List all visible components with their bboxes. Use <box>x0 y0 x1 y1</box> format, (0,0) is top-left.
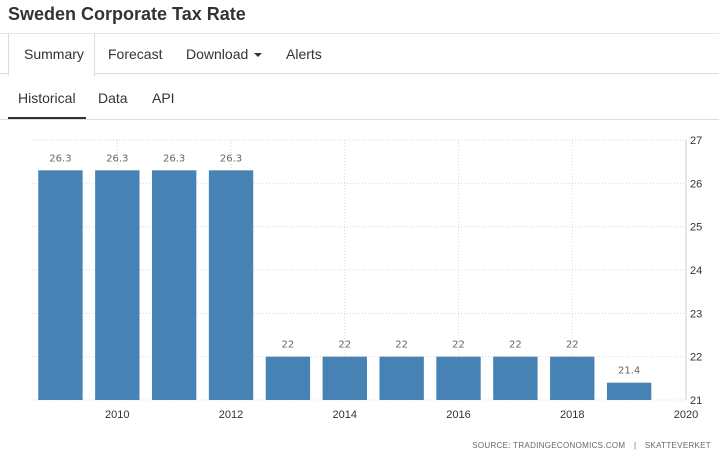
tab-historical-label: Historical <box>18 90 76 106</box>
source-credit: SOURCE: TRADINGECONOMICS.COM | SKATTEVER… <box>472 441 711 450</box>
source-label: SOURCE: <box>472 441 511 450</box>
data-label-2016: 22 <box>452 340 465 351</box>
data-label-2015: 22 <box>395 340 408 351</box>
bar-2016[interactable] <box>436 356 481 400</box>
y-axis: 21 22 23 24 25 26 27 <box>685 135 702 407</box>
x-tick-label: 2016 <box>446 409 470 421</box>
data-label-2014: 22 <box>338 340 351 351</box>
tab-download[interactable]: Download <box>186 34 263 75</box>
data-label-2012: 26.3 <box>220 153 242 164</box>
bar-2009[interactable] <box>38 170 83 400</box>
y-tick-label: 21 <box>690 395 702 407</box>
tab-download-label: Download <box>186 46 249 62</box>
data-label-2009: 26.3 <box>49 153 71 164</box>
source-provider[interactable]: TRADINGECONOMICS.COM <box>513 441 626 450</box>
y-tick-label: 26 <box>690 178 702 190</box>
source-origin[interactable]: SKATTEVERKET <box>644 441 711 450</box>
data-label-2017: 22 <box>509 340 522 351</box>
bar-2017[interactable] <box>493 356 538 400</box>
bar-2014[interactable] <box>322 356 367 400</box>
data-label-2018: 22 <box>566 340 579 351</box>
y-tick-label: 25 <box>690 222 702 234</box>
tab-alerts-label: Alerts <box>286 46 322 62</box>
x-axis: 2010 2012 2014 2016 2018 2020 <box>105 409 698 421</box>
tab-forecast-label: Forecast <box>108 46 163 62</box>
tab-data-label: Data <box>98 90 128 106</box>
tab-historical[interactable]: Historical <box>8 74 86 119</box>
y-tick-label: 22 <box>690 352 702 364</box>
bar-2019[interactable] <box>606 382 652 400</box>
tab-forecast[interactable]: Forecast <box>108 34 162 75</box>
tab-summary[interactable]: Summary <box>8 34 95 76</box>
page-title: Sweden Corporate Tax Rate <box>8 4 246 24</box>
data-labels: 26.3 26.3 26.3 26.3 22 22 22 22 22 22 21.4 <box>49 153 640 376</box>
tab-summary-label: Summary <box>24 46 84 62</box>
tab-api-label: API <box>152 90 175 106</box>
x-tick-label: 2020 <box>674 409 698 421</box>
tab-api[interactable]: API <box>152 74 175 119</box>
bar-2013[interactable] <box>265 356 311 400</box>
x-tick-label: 2014 <box>333 409 357 421</box>
source-separator: | <box>633 441 637 450</box>
x-tick-label: 2018 <box>560 409 584 421</box>
data-label-2013: 22 <box>282 340 295 351</box>
x-tick-label: 2012 <box>219 409 243 421</box>
main-tabs: Summary Forecast Download Alerts <box>0 33 719 76</box>
x-tick-label: 2010 <box>105 409 129 421</box>
bar-2011[interactable] <box>151 170 197 400</box>
data-label-2019: 21.4 <box>618 366 640 377</box>
data-label-2011: 26.3 <box>163 153 185 164</box>
tab-alerts[interactable]: Alerts <box>286 34 322 75</box>
y-tick-label: 27 <box>690 135 702 147</box>
data-label-2010: 26.3 <box>106 153 128 164</box>
y-tick-label: 24 <box>690 265 702 277</box>
bar-2012[interactable] <box>208 170 254 400</box>
tab-data[interactable]: Data <box>98 74 128 119</box>
bar-2015[interactable] <box>379 356 424 400</box>
sub-tabs: Historical Data API <box>0 74 719 120</box>
y-tick-label: 23 <box>690 308 702 320</box>
title-bar: Sweden Corporate Tax Rate <box>0 0 719 34</box>
bar-2010[interactable] <box>95 170 140 400</box>
bars <box>38 170 652 400</box>
caret-down-icon <box>254 53 263 58</box>
bar-2018[interactable] <box>550 356 595 400</box>
